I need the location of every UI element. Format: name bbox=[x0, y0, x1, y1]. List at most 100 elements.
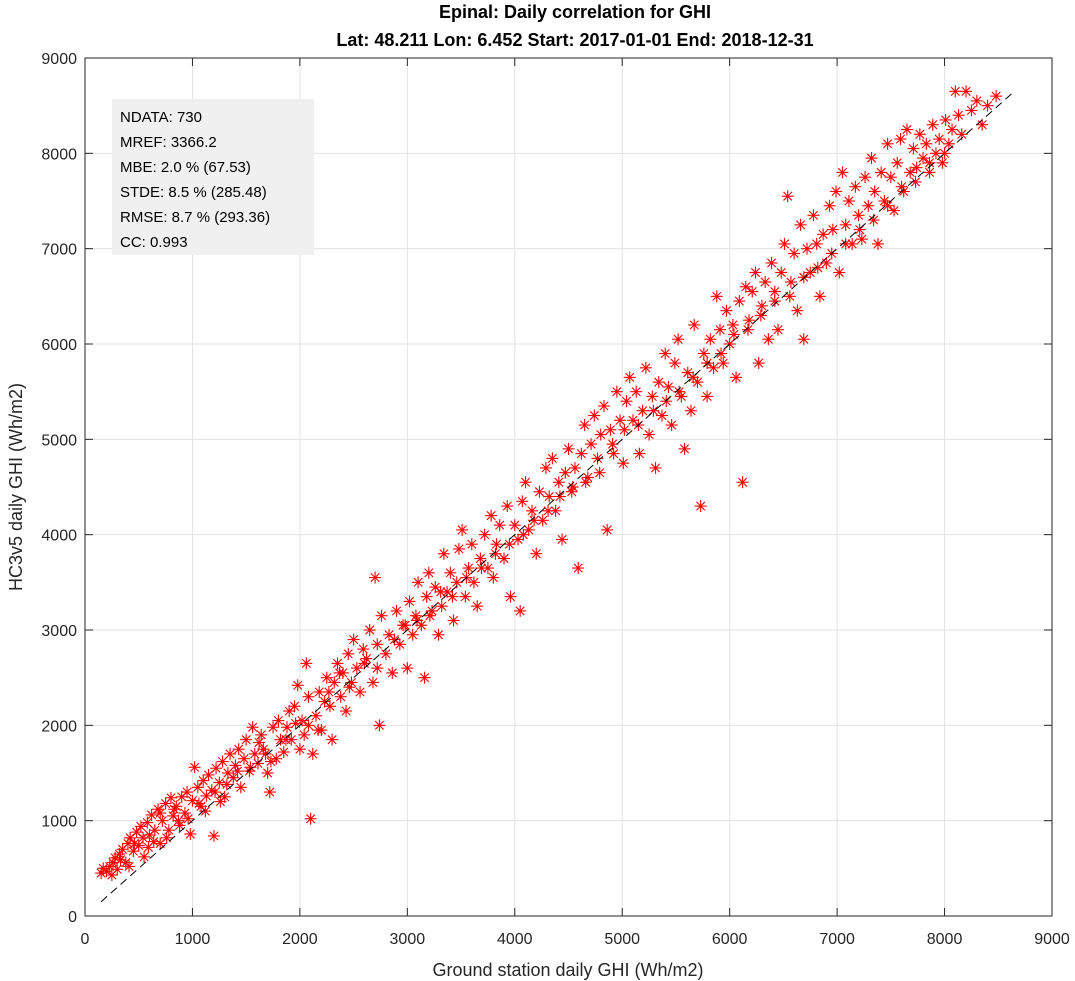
data-point bbox=[279, 733, 292, 746]
data-point bbox=[604, 423, 617, 436]
data-point bbox=[720, 304, 733, 317]
data-point bbox=[817, 228, 830, 241]
data-point bbox=[357, 643, 370, 656]
data-point bbox=[826, 223, 839, 236]
x-tick-label: 7000 bbox=[819, 931, 855, 948]
data-point bbox=[288, 700, 301, 713]
data-point bbox=[759, 276, 772, 289]
data-point bbox=[575, 447, 588, 460]
data-point bbox=[704, 333, 717, 346]
data-point bbox=[522, 523, 535, 536]
data-point bbox=[304, 812, 317, 825]
data-point bbox=[839, 237, 852, 250]
data-point bbox=[390, 604, 403, 617]
data-point bbox=[562, 442, 575, 455]
data-point bbox=[862, 199, 875, 212]
data-point bbox=[373, 719, 386, 732]
data-point bbox=[949, 85, 962, 98]
data-point bbox=[617, 457, 630, 470]
data-point bbox=[652, 376, 665, 389]
data-point bbox=[403, 595, 416, 608]
data-point bbox=[807, 209, 820, 222]
data-point bbox=[452, 542, 465, 555]
data-point bbox=[960, 85, 973, 98]
data-point bbox=[810, 237, 823, 250]
stat-cc: CC: 0.993 bbox=[120, 234, 188, 251]
y-tick-label: 8000 bbox=[41, 146, 77, 163]
data-point bbox=[630, 385, 643, 398]
data-point bbox=[910, 161, 923, 174]
y-tick-labels: 0 1000 2000 3000 4000 5000 6000 7000 8000 9000 bbox=[41, 51, 77, 926]
data-point bbox=[579, 476, 592, 489]
data-point bbox=[606, 438, 619, 451]
data-point bbox=[933, 133, 946, 146]
data-point bbox=[546, 452, 559, 465]
data-point bbox=[772, 323, 785, 336]
data-point bbox=[849, 180, 862, 193]
data-point bbox=[936, 156, 949, 169]
data-point bbox=[797, 333, 810, 346]
data-point bbox=[490, 538, 503, 551]
data-point bbox=[207, 829, 220, 842]
data-point bbox=[420, 590, 433, 603]
data-point bbox=[105, 869, 118, 882]
data-point bbox=[581, 471, 594, 484]
data-point bbox=[435, 600, 448, 613]
y-tick-label: 3000 bbox=[41, 623, 77, 640]
data-point bbox=[697, 347, 710, 360]
data-point bbox=[668, 357, 681, 370]
data-point bbox=[594, 428, 607, 441]
data-point bbox=[375, 609, 388, 622]
data-point bbox=[263, 786, 276, 799]
x-tick-label: 5000 bbox=[604, 931, 640, 948]
data-point bbox=[636, 404, 649, 417]
data-point bbox=[202, 768, 215, 781]
data-point bbox=[610, 385, 623, 398]
x-tick-label: 1000 bbox=[175, 931, 211, 948]
data-point bbox=[781, 190, 794, 203]
data-point bbox=[399, 619, 412, 632]
data-point bbox=[283, 705, 296, 718]
data-point bbox=[649, 461, 662, 474]
data-point bbox=[752, 357, 765, 370]
data-point bbox=[354, 685, 367, 698]
data-point bbox=[601, 523, 614, 536]
data-point bbox=[578, 419, 591, 432]
data-point bbox=[350, 662, 363, 675]
data-point bbox=[881, 137, 894, 150]
data-point bbox=[917, 152, 930, 165]
data-point bbox=[154, 807, 167, 820]
data-point bbox=[300, 657, 313, 670]
data-point bbox=[156, 814, 169, 827]
data-point bbox=[830, 185, 843, 198]
y-tick-label: 6000 bbox=[41, 337, 77, 354]
data-point bbox=[553, 490, 566, 503]
data-point bbox=[181, 786, 194, 799]
data-point bbox=[270, 752, 283, 765]
data-point bbox=[913, 128, 926, 141]
data-point bbox=[514, 604, 527, 617]
data-point bbox=[508, 519, 521, 532]
data-point bbox=[456, 523, 469, 536]
data-point bbox=[272, 714, 285, 727]
data-point bbox=[701, 390, 714, 403]
data-point bbox=[952, 109, 965, 122]
data-point bbox=[184, 828, 197, 841]
data-point bbox=[504, 590, 517, 603]
data-point bbox=[713, 323, 726, 336]
data-point bbox=[214, 795, 227, 808]
data-point bbox=[614, 414, 627, 427]
y-tick-label: 2000 bbox=[41, 718, 77, 735]
data-point bbox=[646, 390, 659, 403]
data-point bbox=[371, 662, 384, 675]
data-point bbox=[920, 137, 933, 150]
data-point bbox=[366, 676, 379, 689]
x-axis-label: Ground station daily GHI (Wh/m2) bbox=[432, 960, 703, 980]
data-point bbox=[264, 755, 277, 768]
x-tick-label: 0 bbox=[81, 931, 90, 948]
data-point bbox=[388, 633, 401, 646]
data-point bbox=[823, 199, 836, 212]
data-point bbox=[778, 237, 791, 250]
stats-background bbox=[112, 99, 314, 255]
